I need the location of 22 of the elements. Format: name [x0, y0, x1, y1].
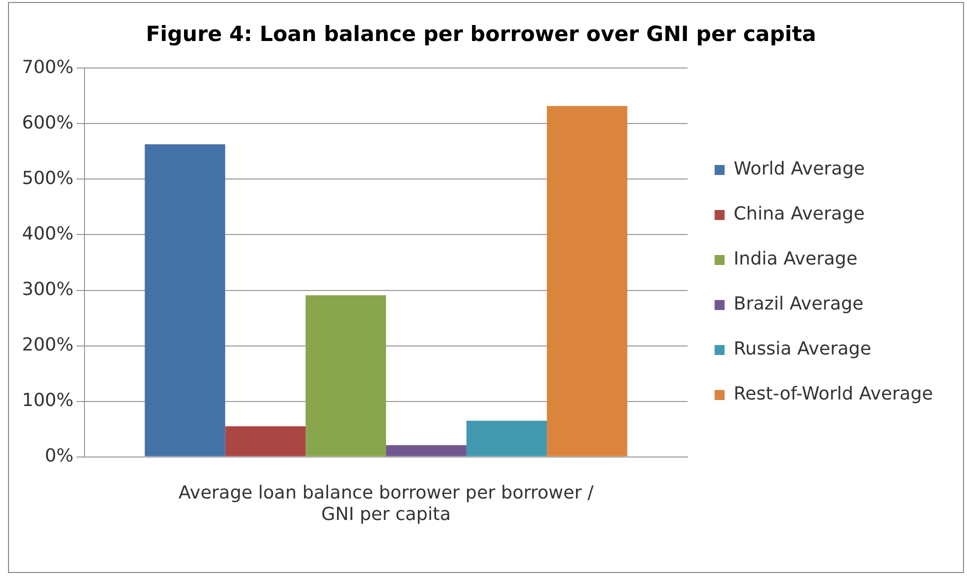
bar [225, 426, 306, 456]
bar [144, 144, 226, 456]
chart-title: Figure 4: Loan balance per borrower over GNI per capita [146, 22, 816, 46]
bar [466, 420, 547, 456]
legend-label: Brazil Average [734, 294, 864, 315]
legend-label: Rest-of-World Average [734, 384, 933, 405]
y-tick-label: 400% [22, 223, 74, 244]
legend-label: Russia Average [734, 338, 872, 360]
y-tick-label: 700% [22, 56, 74, 78]
y-tick-label: 200% [22, 334, 74, 356]
bar [546, 106, 628, 456]
y-tick-label: 300% [22, 278, 74, 300]
legend-label: India Average [734, 248, 858, 270]
y-tick-label: 500% [22, 168, 74, 189]
bar [306, 295, 386, 456]
y-tick-label: 600% [22, 112, 74, 134]
legend-label: China Average [734, 204, 865, 225]
legend-label: World Average [734, 158, 865, 180]
y-tick-label: 100% [22, 390, 74, 411]
x-tick-label: Average loan balance borrower per borrower / GNI per capita [178, 482, 594, 525]
y-tick-label: 0% [44, 445, 74, 466]
bar [386, 445, 466, 456]
